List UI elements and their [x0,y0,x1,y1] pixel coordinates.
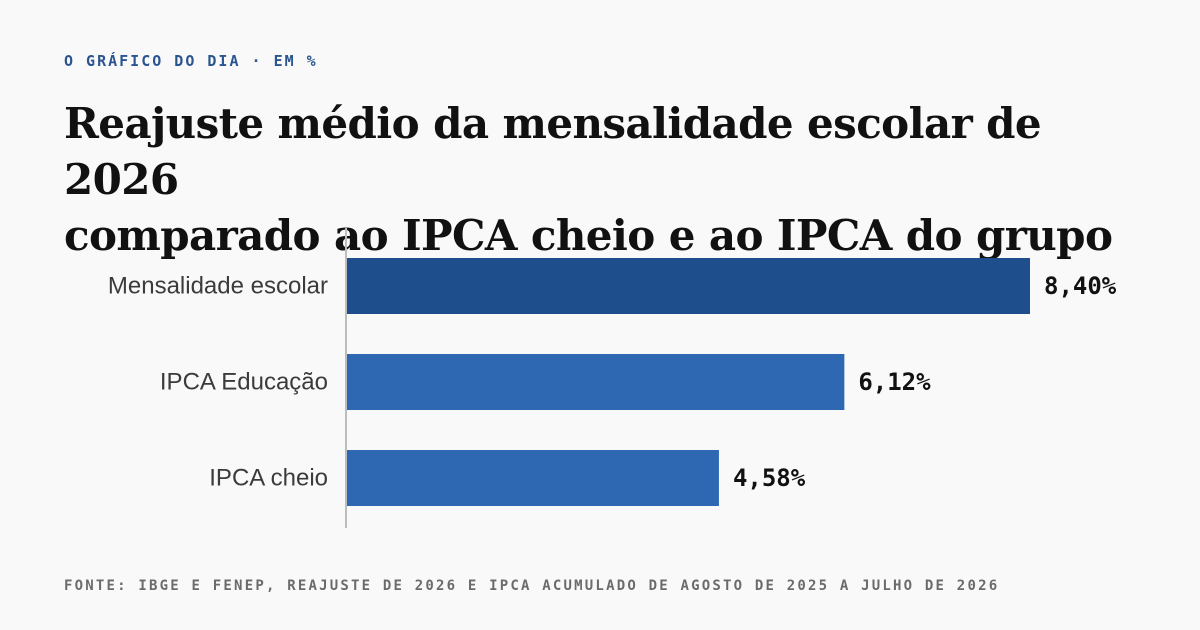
category-label-1: IPCA Educação [160,369,328,396]
chart-source: FONTE: IBGE E FENEP, REAJUSTE DE 2026 E … [64,578,1000,594]
bar-0 [346,258,1030,314]
value-label-2: 4,58% [733,464,806,492]
value-label-0: 8,40% [1044,272,1117,300]
bar-2 [346,450,719,506]
chart-title-line-1: Reajuste médio da mensalidade escolar de… [64,99,1042,204]
chart-title: Reajuste médio da mensalidade escolar de… [64,96,1144,264]
value-label-1: 6,12% [858,368,931,396]
chart-title-line-2: comparado ao IPCA cheio e ao IPCA do gru… [64,211,1113,260]
category-label-2: IPCA cheio [209,465,328,492]
chart-kicker: O GRÁFICO DO DIA · EM % [64,52,318,70]
bar-1 [346,354,845,410]
category-label-0: Mensalidade escolar [108,273,328,300]
